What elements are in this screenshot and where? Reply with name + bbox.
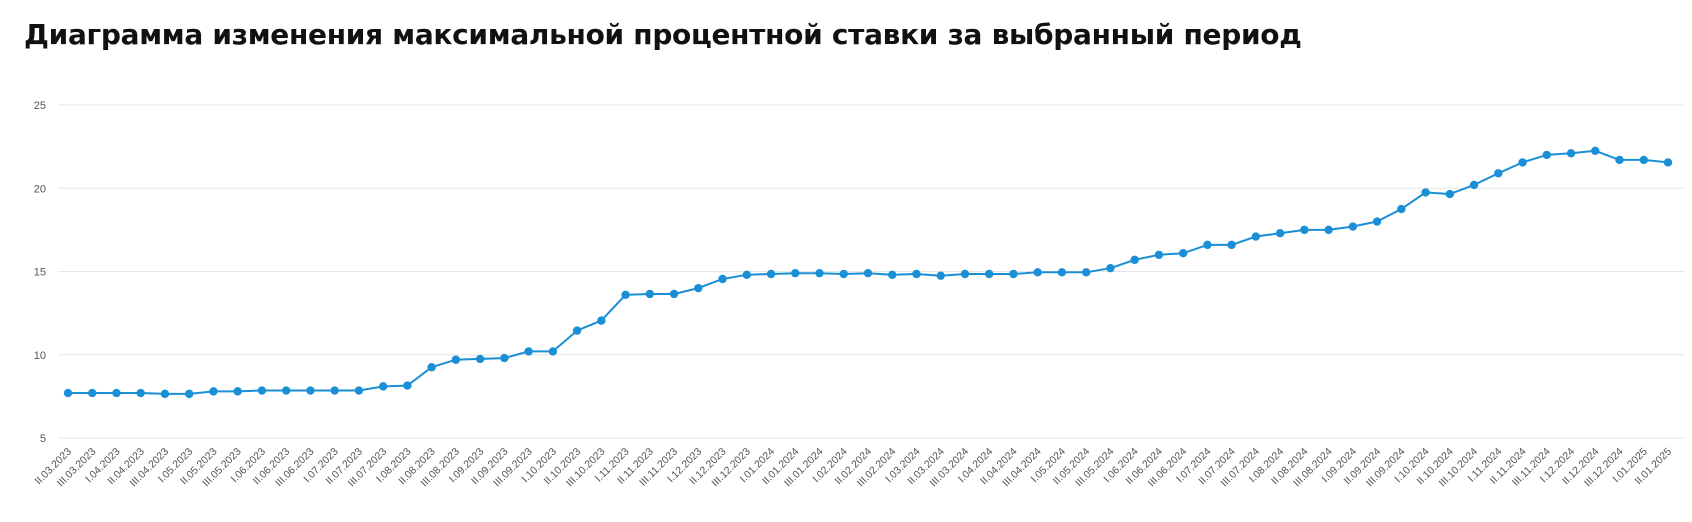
data-point[interactable] xyxy=(572,326,582,335)
data-point[interactable] xyxy=(1397,204,1406,214)
data-point[interactable] xyxy=(669,289,679,299)
data-point[interactable] xyxy=(112,388,121,398)
data-point[interactable] xyxy=(1033,268,1042,277)
data-point[interactable] xyxy=(718,274,727,284)
data-point[interactable] xyxy=(1178,248,1188,258)
data-point[interactable] xyxy=(354,386,364,395)
data-point[interactable] xyxy=(766,269,776,279)
data-point[interactable] xyxy=(185,389,194,399)
y-tick-label: 5 xyxy=(40,433,46,445)
data-point[interactable] xyxy=(1227,240,1236,250)
data-point[interactable] xyxy=(815,268,824,278)
data-point[interactable] xyxy=(281,386,291,395)
data-point[interactable] xyxy=(742,270,751,280)
data-point[interactable] xyxy=(888,270,897,280)
data-point[interactable] xyxy=(88,388,97,398)
data-point[interactable] xyxy=(306,386,315,395)
x-axis-ticks: II.03.2023III.03.2023I.04.2023II.04.2023… xyxy=(33,446,1675,490)
data-point[interactable] xyxy=(524,347,533,356)
data-point[interactable] xyxy=(1081,268,1091,277)
data-point[interactable] xyxy=(1372,217,1382,226)
data-point[interactable] xyxy=(645,289,655,299)
data-point[interactable] xyxy=(1057,268,1067,277)
data-point[interactable] xyxy=(475,354,485,364)
y-tick-label: 25 xyxy=(34,100,46,112)
data-point[interactable] xyxy=(427,363,436,372)
data-point[interactable] xyxy=(960,269,970,279)
data-point[interactable] xyxy=(1639,155,1648,165)
data-point[interactable] xyxy=(694,283,703,293)
y-tick-label: 10 xyxy=(34,350,46,362)
data-point[interactable] xyxy=(1445,189,1455,199)
page-title: Диаграмма изменения максимальной процент… xyxy=(24,18,1302,51)
data-point[interactable] xyxy=(1469,180,1479,190)
data-point[interactable] xyxy=(378,382,388,391)
data-point[interactable] xyxy=(233,387,242,396)
data-point[interactable] xyxy=(791,268,800,278)
data-point[interactable] xyxy=(1591,146,1600,155)
data-point[interactable] xyxy=(548,347,558,356)
data-point[interactable] xyxy=(403,381,412,390)
data-point[interactable] xyxy=(1494,169,1503,178)
data-point[interactable] xyxy=(1663,158,1673,167)
data-point[interactable] xyxy=(1275,229,1285,238)
data-point[interactable] xyxy=(160,389,170,399)
data-point[interactable] xyxy=(1421,188,1430,197)
y-tick-label: 15 xyxy=(34,267,46,279)
data-point[interactable] xyxy=(1009,269,1018,279)
data-point[interactable] xyxy=(1203,240,1212,250)
data-point[interactable] xyxy=(621,290,630,300)
data-point[interactable] xyxy=(1324,225,1333,235)
data-point[interactable] xyxy=(1251,232,1261,241)
data-point[interactable] xyxy=(1615,155,1624,165)
data-point[interactable] xyxy=(936,271,945,280)
data-points xyxy=(63,146,1673,399)
data-point[interactable] xyxy=(839,269,848,279)
data-point[interactable] xyxy=(1518,158,1527,167)
data-point[interactable] xyxy=(912,269,921,279)
data-point[interactable] xyxy=(136,388,145,398)
data-point[interactable] xyxy=(597,316,606,325)
y-tick-label: 20 xyxy=(34,183,46,195)
data-point[interactable] xyxy=(1106,263,1115,273)
data-point[interactable] xyxy=(257,386,267,395)
data-point[interactable] xyxy=(1154,250,1164,260)
data-point[interactable] xyxy=(1348,222,1358,231)
data-point[interactable] xyxy=(1542,150,1551,160)
data-point[interactable] xyxy=(500,353,509,363)
data-point[interactable] xyxy=(863,268,873,278)
data-point[interactable] xyxy=(330,386,339,395)
data-point[interactable] xyxy=(985,269,994,279)
data-point[interactable] xyxy=(209,387,218,396)
y-axis-ticks: 5 10 15 20 25 xyxy=(34,100,46,445)
data-point[interactable] xyxy=(1130,255,1139,265)
data-point[interactable] xyxy=(1300,225,1309,235)
data-point[interactable] xyxy=(63,388,73,398)
data-point[interactable] xyxy=(1566,149,1576,158)
data-point[interactable] xyxy=(451,355,461,364)
